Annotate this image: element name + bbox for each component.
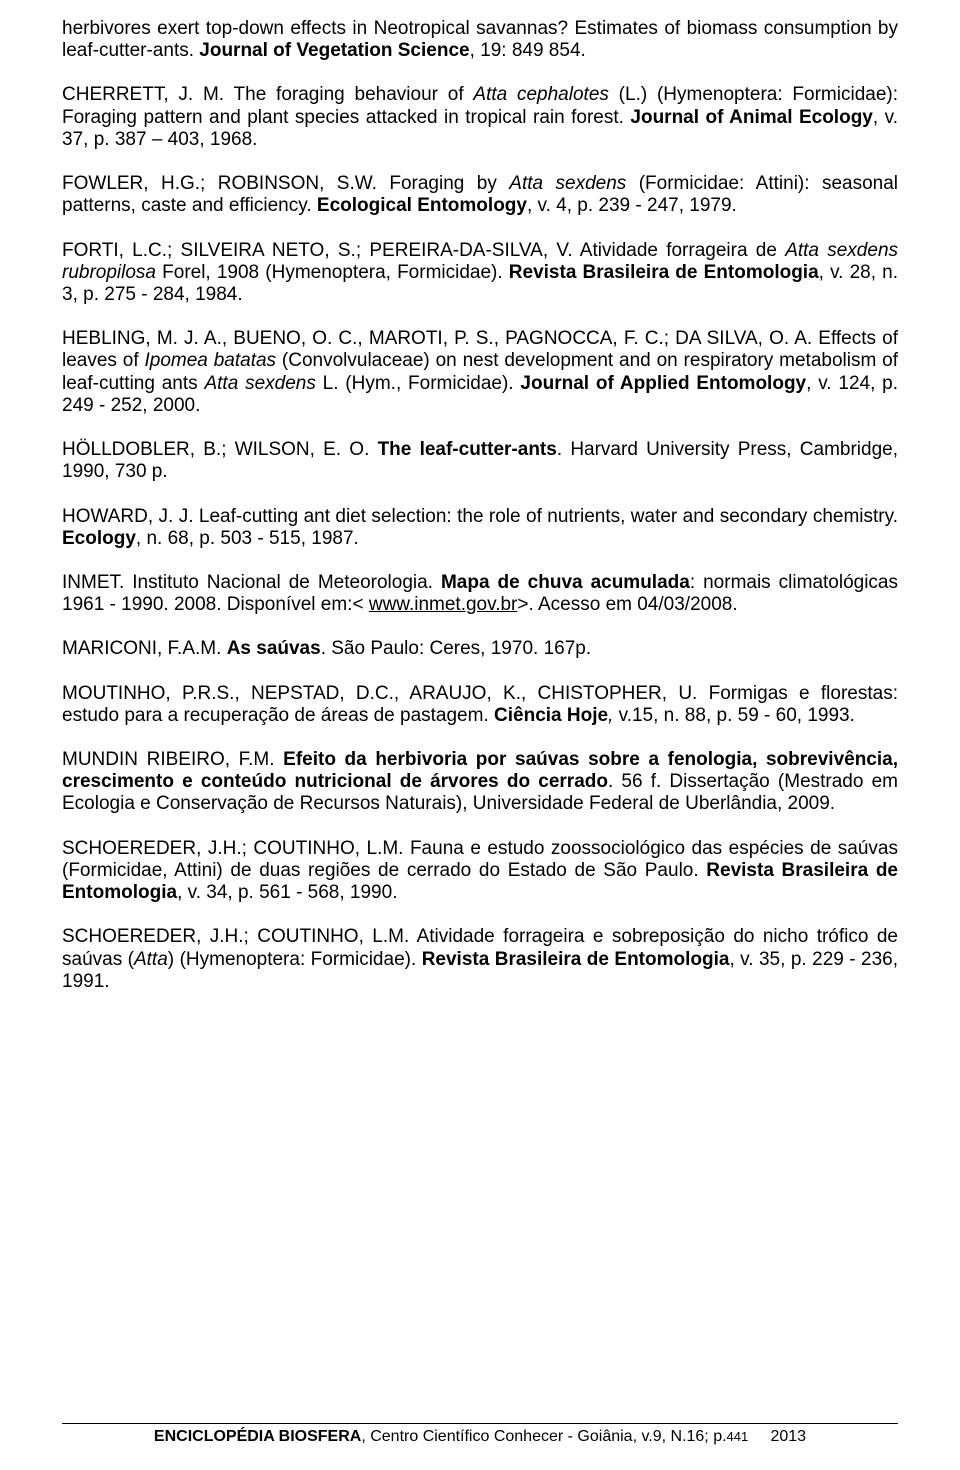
footer-page-number: 441	[727, 1429, 749, 1444]
ref-text: ,	[608, 705, 619, 726]
ref-journal: Ciência Hoje	[494, 705, 608, 726]
ref-text: MUNDIN RIBEIRO, F.M.	[62, 749, 283, 770]
reference-item: HOWARD, J. J. Leaf-cutting ant diet sele…	[62, 506, 898, 550]
reference-item: herbivores exert top-down effects in Neo…	[62, 18, 898, 62]
ref-text: HÖLLDOBLER, B.; WILSON, E. O.	[62, 439, 378, 460]
reference-item: CHERRETT, J. M. The foraging behaviour o…	[62, 84, 898, 151]
reference-item: FORTI, L.C.; SILVEIRA NETO, S.; PEREIRA-…	[62, 240, 898, 307]
ref-journal: Journal of Animal Ecology	[630, 107, 872, 128]
ref-text: CHERRETT, J. M. The foraging behaviour o…	[62, 84, 473, 105]
ref-journal: Journal of Applied Entomology	[520, 373, 806, 394]
reference-item: HÖLLDOBLER, B.; WILSON, E. O. The leaf-c…	[62, 439, 898, 483]
ref-text: , 19: 849 854.	[470, 40, 586, 61]
reference-item: HEBLING, M. J. A., BUENO, O. C., MAROTI,…	[62, 328, 898, 417]
footer-year: 2013	[770, 1428, 806, 1445]
ref-journal: Ecological Entomology	[317, 195, 527, 216]
footer-title: ENCICLOPÉDIA BIOSFERA	[154, 1428, 361, 1445]
footer-spacer	[748, 1428, 770, 1445]
ref-text: , n. 68, p. 503 - 515, 1987.	[136, 528, 359, 549]
ref-journal: As saúvas	[227, 638, 321, 659]
ref-species: Ipomea batatas	[144, 350, 276, 371]
ref-species: Atta cephalotes	[473, 84, 609, 105]
ref-journal: Revista Brasileira de Entomologia	[422, 949, 730, 970]
reference-item: SCHOEREDER, J.H.; COUTINHO, L.M. Ativida…	[62, 926, 898, 993]
ref-journal: The leaf-cutter-ants	[378, 439, 557, 460]
ref-text: ) (Hymenoptera: Formicidae).	[168, 949, 422, 970]
ref-text: Forel, 1908 (Hymenoptera, Formicidae).	[156, 262, 509, 283]
ref-text: INMET. Instituto Nacional de Meteorologi…	[62, 572, 441, 593]
ref-journal: Journal of Vegetation Science	[199, 40, 469, 61]
ref-text: L. (Hym., Formicidae).	[316, 373, 521, 394]
ref-text: v.15, n. 88, p. 59 - 60, 1993.	[619, 705, 855, 726]
footer-divider	[62, 1423, 898, 1424]
reference-item: MARICONI, F.A.M. As saúvas. São Paulo: C…	[62, 638, 898, 660]
ref-text: >. Acesso em 04/03/2008.	[517, 594, 737, 615]
ref-text: FOWLER, H.G.; ROBINSON, S.W. Foraging by	[62, 173, 509, 194]
reference-item: SCHOEREDER, J.H.; COUTINHO, L.M. Fauna e…	[62, 838, 898, 905]
ref-text: , v. 4, p. 239 - 247, 1979.	[527, 195, 737, 216]
ref-text: MARICONI, F.A.M.	[62, 638, 227, 659]
ref-link[interactable]: www.inmet.gov.br	[369, 594, 518, 615]
ref-text: . São Paulo: Ceres, 1970. 167p.	[321, 638, 591, 659]
ref-text: FORTI, L.C.; SILVEIRA NETO, S.; PEREIRA-…	[62, 240, 785, 261]
ref-journal: Ecology	[62, 528, 136, 549]
page: herbivores exert top-down effects in Neo…	[0, 0, 960, 1470]
reference-item: FOWLER, H.G.; ROBINSON, S.W. Foraging by…	[62, 173, 898, 217]
footer-text: , Centro Científico Conhecer - Goiânia, …	[361, 1428, 726, 1445]
ref-text: , v. 34, p. 561 - 568, 1990.	[177, 882, 397, 903]
reference-item: MOUTINHO, P.R.S., NEPSTAD, D.C., ARAUJO,…	[62, 683, 898, 727]
ref-journal: Mapa de chuva acumulada	[441, 572, 690, 593]
ref-species: Atta	[134, 949, 168, 970]
reference-item: INMET. Instituto Nacional de Meteorologi…	[62, 572, 898, 616]
ref-text: HOWARD, J. J. Leaf-cutting ant diet sele…	[62, 506, 898, 527]
page-footer: ENCICLOPÉDIA BIOSFERA, Centro Científico…	[62, 1423, 898, 1446]
ref-species: Atta sexdens	[204, 373, 315, 394]
ref-journal: Revista Brasileira de Entomologia	[509, 262, 819, 283]
reference-item: MUNDIN RIBEIRO, F.M. Efeito da herbivori…	[62, 749, 898, 816]
ref-species: Atta sexdens	[509, 173, 626, 194]
